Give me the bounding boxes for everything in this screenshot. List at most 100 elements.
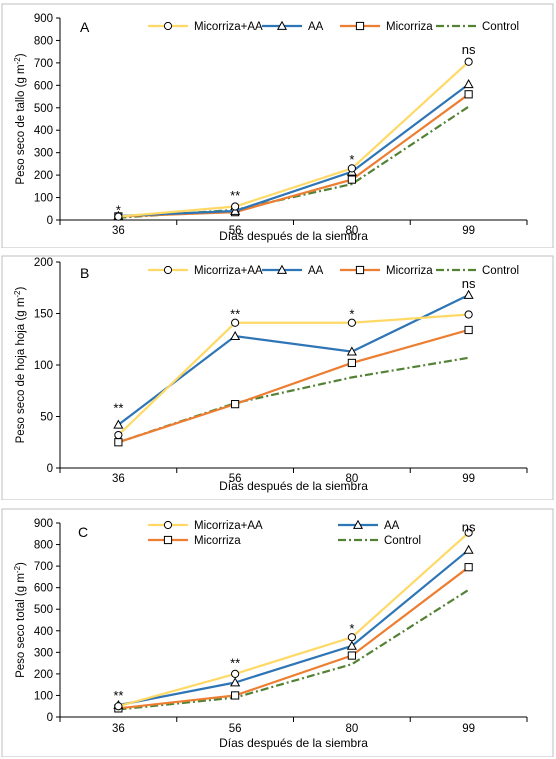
legend-label: Micorriza xyxy=(386,265,433,277)
y-tick-label: 700 xyxy=(34,561,53,573)
x-tick-label: 80 xyxy=(345,225,358,237)
y-tick-label: 0 xyxy=(47,215,53,227)
y-axis-label: Peso seco de tallo (g m-2) xyxy=(13,53,27,184)
legend-marker xyxy=(163,21,173,31)
significance-label: ** xyxy=(113,400,123,415)
data-point xyxy=(231,202,240,211)
data-point xyxy=(464,325,473,335)
y-tick-label: 150 xyxy=(34,309,53,321)
significance-label: * xyxy=(116,202,121,217)
data-point xyxy=(114,438,123,447)
y-axis-label-end: ) xyxy=(15,53,27,57)
y-axis-label-sup: -2 xyxy=(13,290,22,298)
data-point xyxy=(346,640,357,650)
x-tick-label: 99 xyxy=(462,225,475,237)
y-axis-label: Peso seco de hoja hoja (g m-2) xyxy=(13,286,27,443)
legend-label: AA xyxy=(384,520,400,532)
y-tick-label: 600 xyxy=(34,583,53,595)
x-tick-label: 80 xyxy=(345,473,358,485)
significance-label: ns xyxy=(462,520,476,535)
y-axis-label-text: Peso seco de hoja hoja (g m xyxy=(15,298,27,444)
series-line xyxy=(117,293,470,426)
y-tick-label: 50 xyxy=(40,412,53,424)
significance-label: ns xyxy=(462,276,476,291)
significance-label: ns xyxy=(462,42,476,57)
data-point xyxy=(464,528,473,537)
data-point xyxy=(347,318,356,327)
x-tick-label: 36 xyxy=(112,723,125,735)
significance-label: * xyxy=(349,152,354,167)
y-tick-label: 200 xyxy=(34,170,53,182)
x-tick-label: 80 xyxy=(345,723,358,735)
legend-label: AA xyxy=(308,21,324,33)
data-point xyxy=(346,346,357,356)
legend-marker xyxy=(276,264,288,274)
y-tick-label: 500 xyxy=(34,103,53,115)
legend-marker xyxy=(163,535,173,545)
chart-panel-c: 0 100 200 300 400 500 600 700 800 900 36 56 80 99 Días… xyxy=(1,508,554,757)
x-axis-label: Días después de la siembra xyxy=(219,479,368,493)
y-tick-label: 300 xyxy=(34,148,53,160)
data-point xyxy=(113,419,124,429)
legend-marker xyxy=(355,21,365,31)
y-axis-label-sup: -2 xyxy=(13,565,22,573)
legend-marker xyxy=(163,520,173,530)
legend-label: Control xyxy=(384,535,421,547)
series-line xyxy=(118,566,470,710)
legend-label: AA xyxy=(308,265,324,277)
data-point xyxy=(464,310,473,319)
y-tick-label: 200 xyxy=(34,669,53,681)
data-point xyxy=(231,318,240,327)
legend-label: Control xyxy=(482,265,519,277)
data-point xyxy=(347,358,356,368)
data-point xyxy=(347,651,356,660)
data-point xyxy=(347,633,356,642)
x-tick-label: 56 xyxy=(229,225,242,237)
data-point xyxy=(114,430,123,440)
x-tick-label: 36 xyxy=(112,473,125,485)
chart-frame xyxy=(1,255,554,500)
series-line xyxy=(118,83,470,218)
legend-marker xyxy=(163,265,173,275)
legend-label: Micorriza+AA xyxy=(194,21,263,33)
data-point xyxy=(347,175,356,184)
y-axis-label-sup: -2 xyxy=(13,57,22,65)
panel-label: A xyxy=(80,19,90,35)
series-line xyxy=(118,588,470,711)
y-axis-label-end: ) xyxy=(15,286,27,290)
legend-marker xyxy=(276,20,288,30)
x-tick-label: 36 xyxy=(112,225,125,237)
y-axis-label: Peso seco total (g m-2) xyxy=(13,562,27,678)
x-tick-label: 56 xyxy=(229,723,242,735)
y-tick-label: 700 xyxy=(34,58,53,70)
data-point xyxy=(230,677,241,687)
y-axis-label-end: ) xyxy=(15,562,27,566)
significance-label: * xyxy=(349,307,354,322)
data-point xyxy=(464,563,473,572)
legend-label: Micorriza+AA xyxy=(194,265,263,277)
data-point xyxy=(231,691,240,700)
x-axis-label: Días después de la siembra xyxy=(219,229,368,243)
data-point xyxy=(231,400,240,409)
panel-label: B xyxy=(80,265,89,281)
series-line xyxy=(118,356,469,444)
y-axis-label-text: Peso seco total (g m xyxy=(15,573,27,678)
data-point xyxy=(231,669,240,678)
significance-label: ** xyxy=(230,655,240,670)
data-point xyxy=(463,544,474,554)
y-tick-label: 900 xyxy=(34,13,53,25)
series-line xyxy=(118,60,470,218)
panel-label: C xyxy=(78,524,88,540)
legend-label: Micorriza+AA xyxy=(194,520,263,532)
data-point xyxy=(347,164,356,173)
significance-label: * xyxy=(349,621,354,636)
legend-label: Control xyxy=(482,21,519,33)
y-tick-label: 400 xyxy=(34,626,53,638)
y-tick-label: 800 xyxy=(34,540,53,552)
data-point xyxy=(114,212,123,221)
y-tick-label: 600 xyxy=(34,80,53,92)
series-line xyxy=(118,549,470,707)
data-point xyxy=(464,90,473,99)
y-tick-label: 100 xyxy=(34,193,53,205)
